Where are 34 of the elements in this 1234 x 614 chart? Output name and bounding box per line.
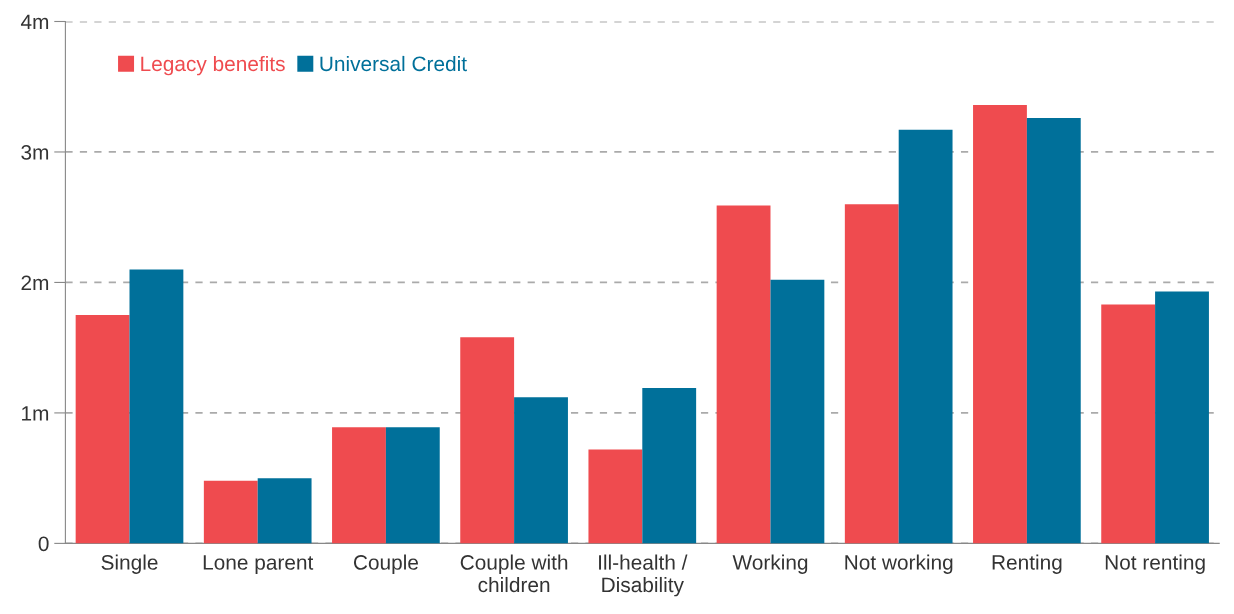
bar [898, 129, 953, 544]
legend-label: Universal Credit [320, 55, 467, 72]
bar [588, 449, 643, 544]
bar [385, 427, 440, 544]
x-tick-label: Couple [353, 554, 418, 574]
x-tick-label: Couple with children [460, 554, 568, 593]
y-tick-label: 2m [21, 275, 49, 290]
bar [203, 480, 258, 544]
x-tick-label: Working [732, 554, 808, 574]
bar [129, 269, 184, 544]
bar [973, 104, 1027, 544]
legend-label: Legacy benefits [141, 55, 285, 76]
bar [1101, 304, 1156, 544]
x-tick-label: Not working [845, 554, 953, 574]
bar [642, 388, 697, 544]
y-tick-label: 1m [22, 406, 49, 421]
bar [1026, 118, 1081, 544]
y-tick-label: 0 [38, 536, 49, 552]
x-tick-label: Ill-health / Disability [599, 554, 688, 597]
bar [844, 204, 899, 544]
bar [332, 427, 386, 544]
bar [75, 315, 130, 544]
bar [514, 397, 568, 544]
bar [460, 337, 515, 544]
x-tick-label: Not renting [1105, 554, 1205, 574]
bar [716, 205, 771, 544]
bar [770, 279, 825, 544]
x-tick-label: Renting [992, 554, 1062, 574]
x-tick-label: Lone parent [203, 555, 314, 574]
bar [257, 478, 312, 544]
y-tick-label: 4m [20, 14, 49, 30]
bar [1155, 291, 1209, 544]
y-tick-label: 3m [21, 144, 49, 160]
x-tick-label: Single [101, 554, 158, 574]
